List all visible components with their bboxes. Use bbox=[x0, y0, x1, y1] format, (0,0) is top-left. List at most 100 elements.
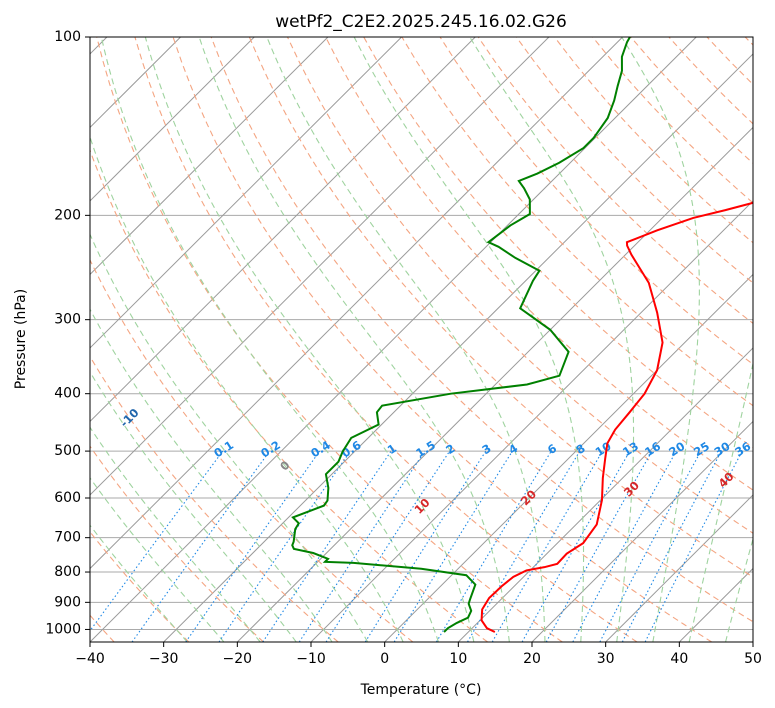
y-tick-label: 900 bbox=[54, 594, 81, 610]
mixing-ratio-label: 16 bbox=[642, 439, 663, 459]
dry-adiabat-line bbox=[134, 37, 638, 642]
mixing-ratio-label: 0.4 bbox=[308, 438, 333, 461]
moist-adiabat-label: 10 bbox=[411, 495, 432, 516]
mixing-ratio-label: 1 bbox=[385, 441, 399, 457]
x-tick-label: 50 bbox=[744, 651, 762, 667]
dry-adiabat-line bbox=[325, 37, 753, 491]
moist-adiabat-line bbox=[90, 308, 333, 642]
y-tick-label: 700 bbox=[54, 530, 81, 546]
dry-adiabat-line bbox=[554, 37, 753, 244]
y-tick-label: 600 bbox=[54, 490, 81, 506]
mixing-ratio-line bbox=[262, 450, 392, 642]
moist-adiabat-line bbox=[353, 37, 585, 642]
isotherm-line bbox=[90, 37, 550, 496]
isotherm-line bbox=[457, 347, 753, 642]
moist-adiabat-line bbox=[688, 361, 753, 642]
dry-adiabat-line bbox=[668, 37, 753, 125]
mixing-ratio-label: 0.2 bbox=[258, 438, 283, 461]
x-tick-label: 0 bbox=[380, 651, 389, 667]
mixing-ratio-line bbox=[325, 450, 451, 642]
dry-adiabat-line bbox=[286, 37, 753, 534]
dry-adiabat-line bbox=[706, 37, 753, 86]
mixing-ratio-line bbox=[572, 450, 677, 642]
mixing-ratio-label: 10 bbox=[593, 439, 614, 459]
mixing-ratio-line bbox=[298, 450, 426, 642]
mixing-ratio-line bbox=[644, 450, 743, 642]
dry-adiabat-line bbox=[592, 37, 753, 204]
dry-adiabat-line bbox=[210, 37, 753, 623]
isotherm-line bbox=[310, 200, 753, 642]
mixing-ratio-label: 6 bbox=[545, 441, 559, 457]
x-tick-label: −30 bbox=[149, 651, 179, 667]
mixing-ratio-label: 2 bbox=[443, 441, 457, 457]
isotherm-line bbox=[605, 494, 753, 642]
moist-adiabat-line bbox=[266, 37, 546, 642]
mixing-ratio-line bbox=[599, 450, 702, 642]
plot-frame bbox=[89, 36, 754, 643]
mixing-ratio-label: 13 bbox=[620, 439, 641, 459]
isotherm-line bbox=[752, 641, 753, 642]
plot-area: 0.10.20.40.611.52346810131620253036-100-… bbox=[90, 37, 753, 642]
isotherm-line bbox=[90, 37, 255, 202]
mixing-ratio-line bbox=[545, 450, 653, 642]
x-tick-label: −10 bbox=[296, 651, 326, 667]
isotherm-line bbox=[90, 37, 623, 570]
mixing-ratio-label: 4 bbox=[506, 441, 520, 457]
moist-adiabat-line bbox=[100, 37, 440, 642]
moist-adiabat-line bbox=[90, 524, 188, 642]
isotherm-line bbox=[678, 567, 753, 642]
mixing-ratio-line bbox=[364, 450, 487, 642]
moist-adiabat-label: 30 bbox=[621, 478, 642, 499]
moist-adiabat-line bbox=[90, 135, 404, 642]
mixing-ratio-line bbox=[185, 450, 321, 642]
moist-adiabat-line bbox=[90, 370, 297, 642]
moist-adiabat-line bbox=[90, 476, 225, 642]
x-tick-label: 40 bbox=[670, 651, 688, 667]
x-axis-label: Temperature (°C) bbox=[360, 682, 482, 698]
mixing-ratio-line bbox=[90, 450, 224, 632]
isotherm-line bbox=[531, 420, 753, 642]
isotherm-line bbox=[163, 53, 753, 642]
mixing-ratio-label: 8 bbox=[573, 441, 587, 457]
isotherm-line bbox=[384, 273, 753, 642]
moist-adiabat-line bbox=[144, 37, 475, 642]
isotherm-line bbox=[236, 126, 753, 642]
dry-adiabat-line bbox=[172, 37, 713, 642]
moist-adiabat-line bbox=[90, 233, 369, 642]
x-tick-label: −40 bbox=[75, 651, 105, 667]
x-tick-label: −20 bbox=[223, 651, 253, 667]
y-tick-label: 200 bbox=[54, 207, 81, 223]
mixing-ratio-label: 0.6 bbox=[339, 438, 364, 461]
dry-adiabat-line bbox=[90, 445, 264, 642]
dry-adiabat-line bbox=[439, 37, 753, 365]
dry-adiabat-line bbox=[90, 258, 414, 642]
dry-adiabat-line bbox=[90, 355, 339, 642]
isotherm-line bbox=[90, 37, 697, 642]
chart-title: wetPf2_C2E2.2025.245.16.02.G26 bbox=[275, 12, 567, 32]
moist-adiabat-line bbox=[725, 537, 753, 642]
x-tick-label: 30 bbox=[597, 651, 615, 667]
y-tick-label: 500 bbox=[54, 443, 81, 459]
mixing-ratio-label: 20 bbox=[666, 439, 687, 459]
moist-adiabat-line bbox=[469, 37, 635, 642]
isotherm-line bbox=[90, 37, 329, 276]
isotherm-line bbox=[90, 37, 476, 423]
dewpoint-profile-line bbox=[291, 37, 631, 633]
mixing-ratio-line bbox=[131, 450, 271, 642]
x-tick-label: 10 bbox=[449, 651, 467, 667]
mixing-ratio-label: 3 bbox=[479, 441, 493, 457]
mixing-ratio-line bbox=[218, 450, 351, 642]
mixing-ratio-label: 30 bbox=[712, 439, 733, 459]
isotherm-line bbox=[90, 37, 402, 349]
y-tick-label: 300 bbox=[54, 312, 81, 328]
moist-adiabat-label: 40 bbox=[716, 469, 737, 490]
y-axis-label: Pressure (hPa) bbox=[13, 289, 29, 389]
y-tick-label: 800 bbox=[54, 564, 81, 580]
y-tick-label: 400 bbox=[54, 386, 81, 402]
mixing-ratio-line bbox=[393, 450, 513, 642]
dry-adiabat-label: -10 bbox=[117, 406, 142, 431]
mixing-ratio-label: 1.5 bbox=[413, 438, 438, 461]
dry-adiabat-line bbox=[248, 37, 753, 578]
mixing-ratio-line bbox=[521, 450, 631, 642]
